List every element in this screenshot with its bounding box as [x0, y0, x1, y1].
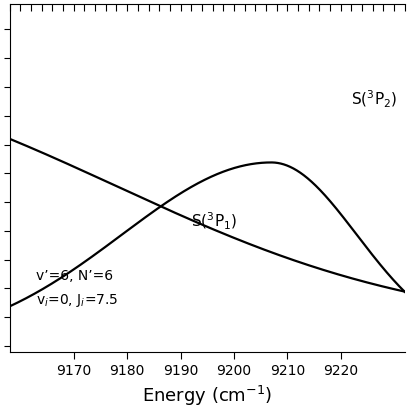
X-axis label: Energy (cm$^{-1}$): Energy (cm$^{-1}$) — [142, 384, 272, 408]
Text: S($^3$P$_1$): S($^3$P$_1$) — [191, 211, 237, 232]
Text: S($^3$P$_2$): S($^3$P$_2$) — [351, 89, 398, 110]
Text: v’=6, N’=6
v$_i$=0, J$_i$=7.5: v’=6, N’=6 v$_i$=0, J$_i$=7.5 — [36, 269, 119, 309]
